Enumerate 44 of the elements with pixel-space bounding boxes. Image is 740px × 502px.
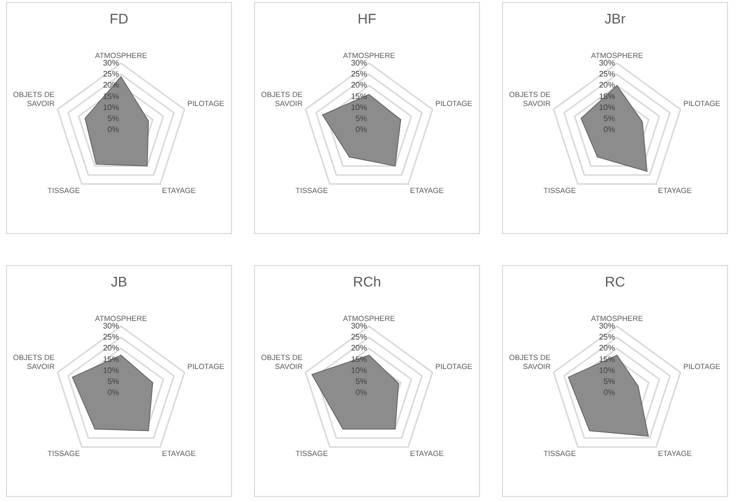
y-tick-label: 15% [102, 92, 119, 101]
y-tick-label: 15% [350, 354, 367, 364]
chart-title: RC [604, 273, 626, 290]
chart-title: JB [110, 273, 128, 290]
y-tick-label: 20% [102, 344, 119, 353]
y-tick-label: 5% [107, 377, 119, 386]
y-tick-label: 10% [102, 366, 119, 375]
y-tick-label: 5% [355, 377, 367, 386]
y-tick-label: 25% [102, 332, 119, 342]
y-tick-label: 10% [598, 366, 615, 375]
chart-title: RCh [352, 273, 382, 290]
y-tick-label: 30% [102, 58, 119, 68]
y-tick-label: 5% [355, 114, 367, 124]
y-tick-label: 0% [107, 125, 119, 134]
chart-title: HF [358, 10, 376, 26]
y-tick-label: 10% [598, 102, 615, 112]
y-tick-label: 0% [355, 388, 367, 398]
y-tick-label: 15% [350, 92, 367, 101]
y-tick-label: 10% [350, 366, 367, 375]
y-tick-label: 20% [598, 344, 615, 353]
y-tick-label: 0% [603, 125, 615, 134]
y-tick-label: 25% [350, 332, 367, 342]
y-tick-label: 30% [350, 58, 367, 68]
y-tick-label: 5% [107, 114, 119, 124]
y-tick-label: 20% [598, 80, 615, 90]
y-tick-label: 20% [350, 80, 367, 90]
y-tick-label: 25% [350, 70, 367, 79]
y-tick-label: 5% [603, 114, 615, 124]
y-tick-label: 25% [102, 70, 119, 79]
y-tick-label: 20% [350, 344, 367, 353]
y-tick-label: 0% [107, 388, 119, 398]
y-tick-label: 30% [350, 321, 367, 330]
y-tick-label: 30% [598, 321, 615, 330]
y-tick-label: 30% [598, 58, 615, 68]
y-tick-label: 25% [598, 70, 615, 79]
y-tick-label: 0% [355, 125, 367, 134]
y-tick-label: 30% [102, 321, 119, 330]
y-tick-label: 10% [350, 102, 367, 112]
y-tick-label: 5% [603, 377, 615, 386]
chart-title: JBr [604, 10, 626, 26]
y-tick-label: 10% [102, 102, 119, 112]
y-tick-label: 0% [603, 388, 615, 398]
y-tick-label: 25% [598, 332, 615, 342]
chart-title: FD [110, 10, 128, 26]
